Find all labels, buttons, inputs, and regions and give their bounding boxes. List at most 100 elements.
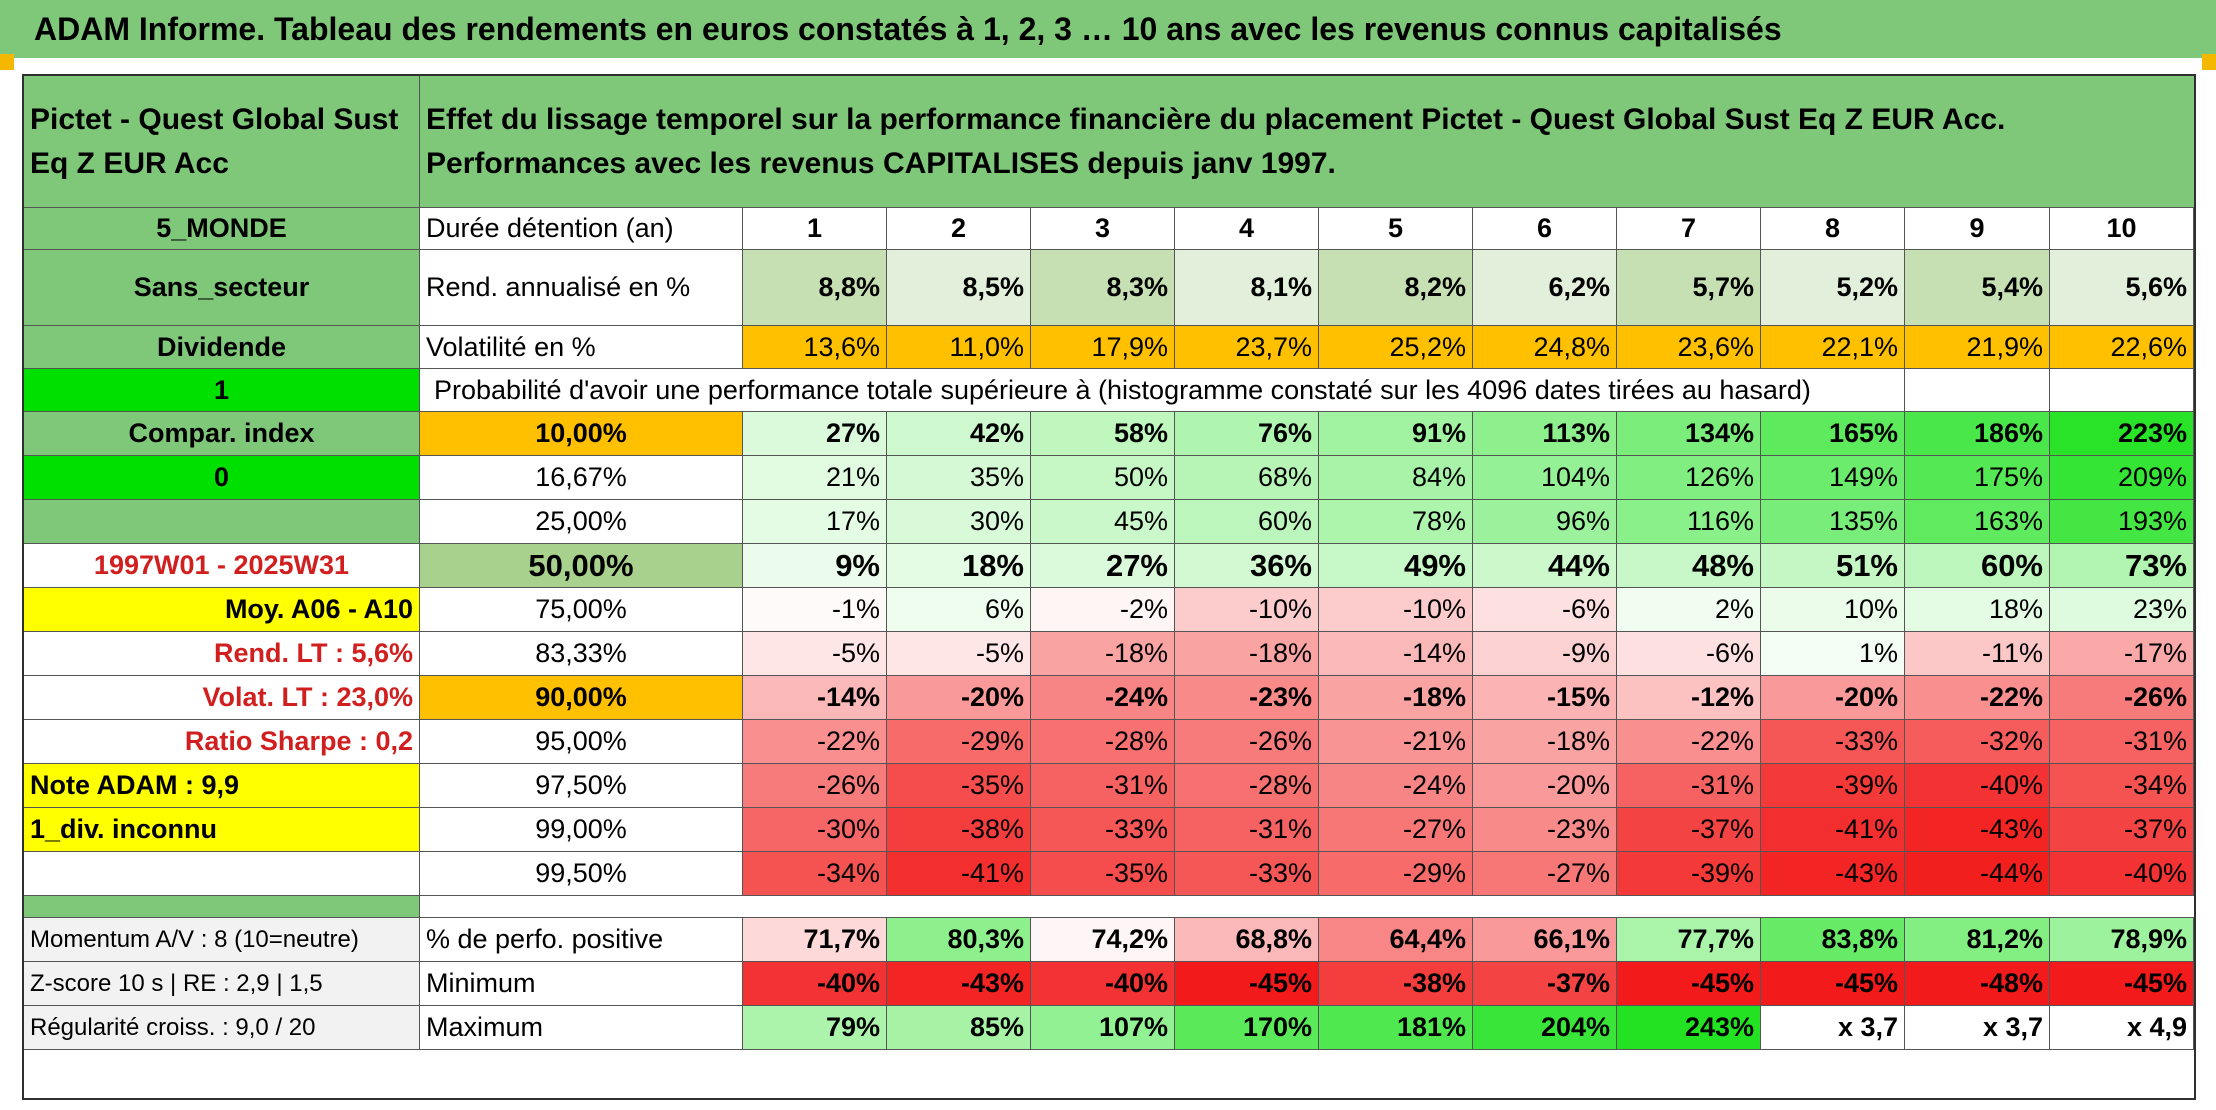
empty-green-cell (24, 500, 420, 544)
maximum-value: 107% (1031, 1006, 1175, 1050)
adam-note: Note ADAM : 9,9 (24, 764, 420, 808)
percentile-value: -28% (1175, 764, 1319, 808)
long-term-volatility: Volat. LT : 23,0% (24, 676, 420, 720)
percentile-value: 175% (1905, 456, 2050, 500)
minimum-value: -38% (1319, 962, 1473, 1006)
year-header: 6 (1473, 208, 1617, 250)
percentile-value: -26% (743, 764, 887, 808)
annual-return-value: 8,5% (887, 250, 1031, 326)
percentile-value: 73% (2050, 544, 2194, 588)
percentile-value: 134% (1617, 412, 1761, 456)
percentile-value: 45% (1031, 500, 1175, 544)
percentile-value: 9% (743, 544, 887, 588)
volatility-value: 25,2% (1319, 326, 1473, 369)
minimum-value: -37% (1473, 962, 1617, 1006)
percentile-value: -35% (887, 764, 1031, 808)
annual-return-value: 5,7% (1617, 250, 1761, 326)
percentile-value: -26% (2050, 676, 2194, 720)
percentile-value: 76% (1175, 412, 1319, 456)
percentile-value: -27% (1319, 808, 1473, 852)
year-header: 10 (2050, 208, 2194, 250)
positive-perf-value: 66,1% (1473, 918, 1617, 962)
percentile-threshold: 83,33% (420, 632, 743, 676)
percentile-value: 60% (1175, 500, 1319, 544)
volatility-value: 21,9% (1905, 326, 2050, 369)
percentile-value: -22% (1905, 676, 2050, 720)
percentile-value: 135% (1761, 500, 1905, 544)
percentile-value: -43% (1905, 808, 2050, 852)
percentile-value: -11% (1905, 632, 2050, 676)
positive-perf-value: 71,7% (743, 918, 887, 962)
percentile-value: 113% (1473, 412, 1617, 456)
percentile-value: -6% (1473, 588, 1617, 632)
percentile-value: -20% (887, 676, 1031, 720)
percentile-value: -10% (1319, 588, 1473, 632)
year-header: 1 (743, 208, 887, 250)
percentile-value: -5% (743, 632, 887, 676)
maximum-value: x 3,7 (1905, 1006, 2050, 1050)
percentile-value: 84% (1319, 456, 1473, 500)
annual-return-value: 8,2% (1319, 250, 1473, 326)
percentile-value: 23% (2050, 588, 2194, 632)
minimum-value: -45% (2050, 962, 2194, 1006)
percentile-value: 2% (1617, 588, 1761, 632)
positive-perf-label: % de perfo. positive (420, 918, 743, 962)
maximum-value: 243% (1617, 1006, 1761, 1050)
maximum-label: Maximum (420, 1006, 743, 1050)
fund-name: Pictet - Quest Global Sust Eq Z EUR Acc (24, 76, 420, 208)
percentile-value: -41% (1761, 808, 1905, 852)
percentile-value: -18% (1319, 676, 1473, 720)
percentile-value: -23% (1473, 808, 1617, 852)
percentile-value: -14% (1319, 632, 1473, 676)
year-header: 3 (1031, 208, 1175, 250)
percentile-value: -29% (1319, 852, 1473, 896)
positive-perf-value: 80,3% (887, 918, 1031, 962)
compar-index-label: Compar. index (24, 412, 420, 456)
percentile-value: -14% (743, 676, 887, 720)
percentile-value: -24% (1031, 676, 1175, 720)
percentile-value: -21% (1319, 720, 1473, 764)
percentile-value: 126% (1617, 456, 1761, 500)
percentile-value: 96% (1473, 500, 1617, 544)
percentile-value: -1% (743, 588, 887, 632)
minimum-value: -48% (1905, 962, 2050, 1006)
percentile-value: 91% (1319, 412, 1473, 456)
percentile-value: -27% (1473, 852, 1617, 896)
percentile-value: 193% (2050, 500, 2194, 544)
minimum-value: -43% (887, 962, 1031, 1006)
percentile-value: -37% (1617, 808, 1761, 852)
dividend-status: 1_div. inconnu (24, 808, 420, 852)
percentile-value: -20% (1761, 676, 1905, 720)
percentile-value: 27% (743, 412, 887, 456)
percentile-value: -38% (887, 808, 1031, 852)
momentum-label: Momentum A/V : 8 (10=neutre) (24, 918, 420, 962)
corner-mark (0, 54, 14, 70)
percentile-value: -22% (743, 720, 887, 764)
percentile-value: 42% (887, 412, 1031, 456)
percentile-value: -30% (743, 808, 887, 852)
percentile-value: -17% (2050, 632, 2194, 676)
percentile-value: 58% (1031, 412, 1175, 456)
minimum-value: -45% (1761, 962, 1905, 1006)
report-table: Pictet - Quest Global Sust Eq Z EUR Acc 5… (22, 74, 2196, 1100)
percentile-value: 35% (887, 456, 1031, 500)
volatility-value: 22,1% (1761, 326, 1905, 369)
percentile-value: -18% (1473, 720, 1617, 764)
volatility-value: 22,6% (2050, 326, 2194, 369)
percentile-value: -33% (1761, 720, 1905, 764)
positive-perf-value: 64,4% (1319, 918, 1473, 962)
percentile-value: 10% (1761, 588, 1905, 632)
maximum-value: 181% (1319, 1006, 1473, 1050)
percentile-value: -15% (1473, 676, 1617, 720)
percentile-value: -33% (1031, 808, 1175, 852)
minimum-value: -40% (1031, 962, 1175, 1006)
year-header: 8 (1761, 208, 1905, 250)
annual-return-value: 8,1% (1175, 250, 1319, 326)
percentile-value: 186% (1905, 412, 2050, 456)
percentile-threshold: 99,00% (420, 808, 743, 852)
volatility-value: 23,7% (1175, 326, 1319, 369)
percentile-value: 78% (1319, 500, 1473, 544)
dividend-label: Dividende (24, 326, 420, 369)
percentile-value: 18% (1905, 588, 2050, 632)
percentile-value: -31% (1175, 808, 1319, 852)
